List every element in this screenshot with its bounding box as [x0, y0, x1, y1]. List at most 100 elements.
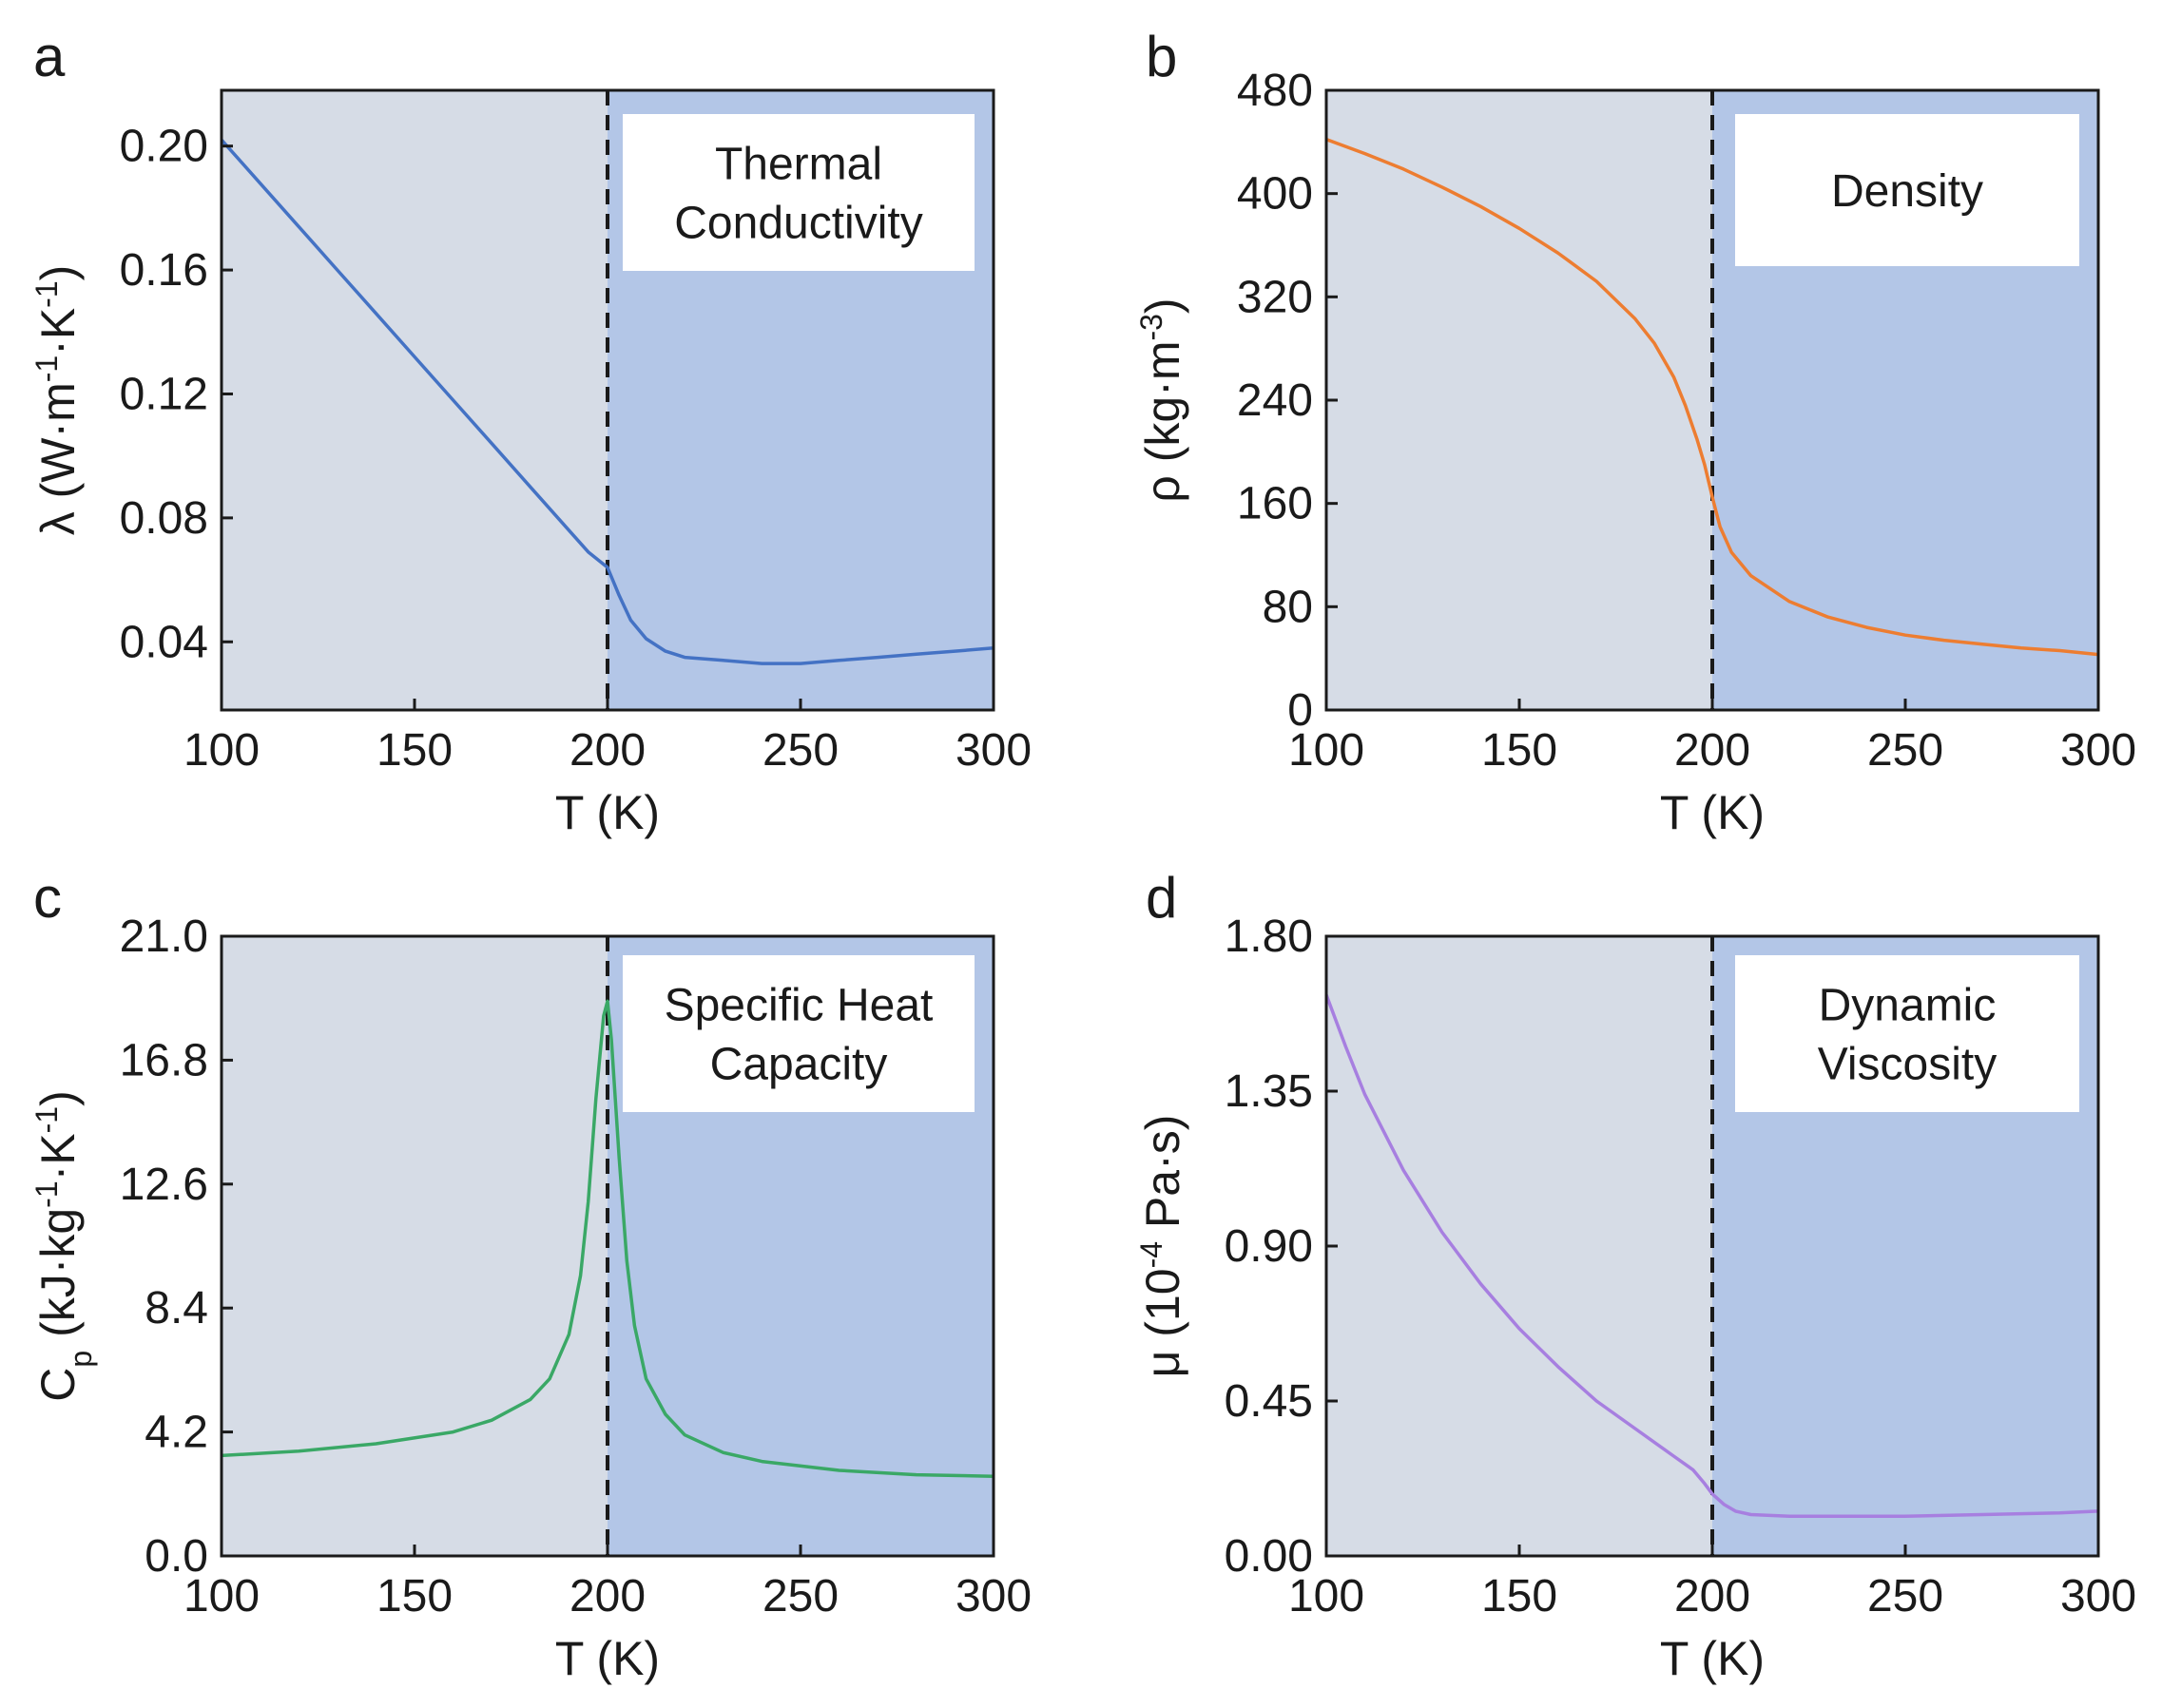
- data-point-b: [1904, 634, 1906, 636]
- data-point-d: [1827, 1515, 1829, 1517]
- data-point-c: [618, 1157, 620, 1159]
- region-left-b: [1326, 90, 1712, 710]
- x-tick-label-c: 150: [376, 1571, 453, 1622]
- y-tick-label-d: 0.90: [1225, 1221, 1313, 1272]
- data-point-c: [588, 1200, 589, 1202]
- data-point-d: [1364, 1094, 1366, 1096]
- annotation-box-a: [623, 114, 975, 271]
- y-tick-label-a: 0.04: [120, 617, 208, 667]
- data-point-b: [1943, 640, 1945, 642]
- data-point-b: [1557, 252, 1559, 254]
- x-tick-label-c: 250: [762, 1571, 839, 1622]
- data-point-d: [1672, 1455, 1674, 1457]
- y-tick-label-a: 0.08: [120, 493, 208, 544]
- annotation-box-b: [1735, 114, 2079, 266]
- y-tick-label-d: 0.45: [1225, 1376, 1313, 1427]
- data-point-b: [1750, 575, 1752, 577]
- data-point-b: [1730, 551, 1732, 553]
- data-point-d: [1518, 1328, 1520, 1330]
- y-tick-label-b: 0: [1287, 685, 1313, 736]
- data-point-d: [2058, 1512, 2060, 1514]
- x-axis-title-a: T (K): [555, 786, 660, 839]
- data-point-c: [610, 1039, 612, 1041]
- data-point-b: [1696, 438, 1698, 440]
- data-point-b: [1719, 526, 1721, 528]
- y-tick-label-b: 320: [1237, 272, 1313, 322]
- data-point-c: [530, 1398, 531, 1400]
- data-point-c: [665, 1413, 666, 1415]
- y-tick-label-b: 160: [1237, 479, 1313, 529]
- annotation-box-d: [1735, 955, 2079, 1112]
- data-point-d: [1441, 1232, 1443, 1234]
- data-point-b: [1711, 496, 1713, 498]
- x-tick-label-b: 200: [1674, 725, 1750, 776]
- data-point-b: [1518, 227, 1520, 229]
- data-point-a: [916, 653, 917, 655]
- data-point-b: [2020, 647, 2022, 649]
- data-point-b: [1479, 205, 1481, 207]
- annotation-text-c: Capacity: [710, 1040, 888, 1090]
- data-point-c: [453, 1431, 454, 1433]
- x-tick-label-b: 150: [1481, 725, 1557, 776]
- x-tick-label-c: 100: [183, 1571, 260, 1622]
- data-point-a: [723, 660, 724, 662]
- y-tick-label-a: 0.16: [120, 245, 208, 296]
- y-tick-label-c: 16.8: [120, 1035, 208, 1085]
- data-point-d: [1723, 1504, 1725, 1506]
- y-tick-label-b: 80: [1263, 582, 1313, 632]
- y-tick-label-c: 4.2: [145, 1408, 208, 1458]
- y-tick-label-c: 12.6: [120, 1160, 208, 1210]
- y-tick-label-b: 240: [1237, 375, 1313, 426]
- y-axis-title-a: λ (W·m-1·K-1): [29, 265, 85, 536]
- x-tick-label-a: 200: [569, 725, 646, 776]
- data-point-b: [1402, 168, 1404, 170]
- x-tick-label-a: 150: [376, 725, 453, 776]
- x-tick-label-b: 100: [1288, 725, 1364, 776]
- y-tick-label-a: 0.12: [120, 369, 208, 419]
- data-point-b: [1981, 643, 1983, 645]
- data-point-c: [916, 1474, 917, 1476]
- annotation-text-d: Dynamic: [1819, 981, 1997, 1031]
- region-left-d: [1326, 936, 1712, 1556]
- y-tick-label-d: 0.00: [1225, 1531, 1313, 1582]
- data-point-d: [1479, 1283, 1481, 1285]
- panel-letter-a: a: [33, 25, 66, 88]
- x-tick-label-a: 300: [956, 725, 1032, 776]
- annotation-text-a: Thermal: [715, 140, 882, 190]
- x-tick-label-a: 250: [762, 725, 839, 776]
- x-tick-label-b: 250: [1867, 725, 1943, 776]
- data-point-b: [1634, 317, 1636, 319]
- annotation-text-d: Viscosity: [1818, 1040, 1998, 1090]
- data-point-a: [588, 551, 589, 553]
- data-point-d: [1557, 1366, 1559, 1368]
- data-point-a: [646, 638, 647, 640]
- region-left-a: [222, 90, 608, 710]
- region-left-c: [222, 936, 608, 1556]
- data-point-a: [629, 619, 631, 621]
- data-point-a: [453, 399, 454, 401]
- data-point-d: [1750, 1514, 1752, 1516]
- data-point-d: [1734, 1510, 1736, 1512]
- data-point-b: [1672, 376, 1674, 378]
- x-tick-label-d: 200: [1674, 1571, 1750, 1622]
- data-point-c: [646, 1378, 647, 1380]
- data-point-c: [595, 1098, 597, 1100]
- data-point-d: [1704, 1483, 1706, 1485]
- panel-letter-b: b: [1146, 25, 1177, 88]
- data-point-d: [1904, 1515, 1906, 1517]
- data-point-a: [665, 650, 666, 652]
- data-point-a: [839, 660, 840, 662]
- data-point-c: [633, 1325, 635, 1327]
- y-tick-label-c: 21.0: [120, 912, 208, 962]
- y-tick-label-c: 0.0: [145, 1531, 208, 1582]
- x-axis-title-b: T (K): [1660, 786, 1765, 839]
- data-point-a: [954, 650, 956, 652]
- y-tick-label-a: 0.20: [120, 122, 208, 172]
- data-point-b: [1685, 404, 1687, 406]
- x-tick-label-d: 100: [1288, 1571, 1364, 1622]
- y-tick-label-c: 8.4: [145, 1283, 208, 1334]
- x-tick-label-a: 100: [183, 725, 260, 776]
- annotation-text-c: Specific Heat: [665, 981, 934, 1031]
